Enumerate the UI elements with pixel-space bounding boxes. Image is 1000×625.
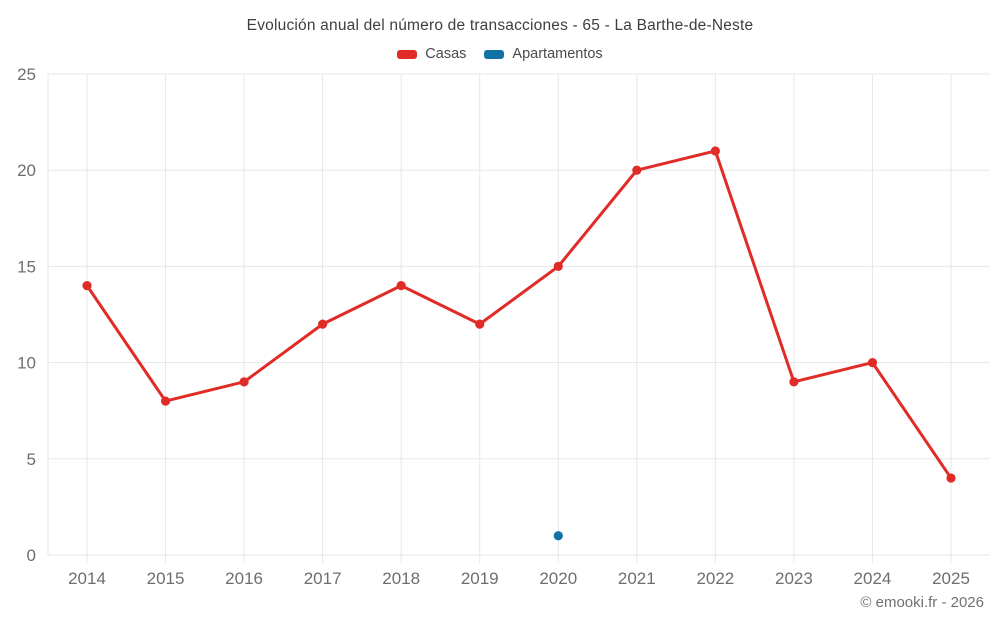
- x-tick-label-2024: 2024: [854, 569, 892, 588]
- data-point-casas-2015[interactable]: [160, 396, 171, 406]
- x-axis-labels: 2014 2015 2016 2017 2018 2019 2020 2021 2022 2023…: [68, 569, 970, 588]
- grid-lines: [47, 73, 990, 563]
- x-tick-label-2023: 2023: [775, 569, 813, 588]
- y-tick-label-0: 0: [27, 546, 36, 565]
- legend-label-casas: Casas: [425, 46, 467, 62]
- y-axis-labels: 0 5 10 15 20 25: [17, 65, 36, 565]
- y-tick-label-15: 15: [17, 257, 36, 276]
- legend-item-apartamentos[interactable]: Apartamentos: [484, 46, 603, 62]
- chart-legend: Casas Apartamentos: [0, 46, 1000, 62]
- data-point-casas-2024[interactable]: [867, 358, 878, 368]
- data-point-apartamentos-2020[interactable]: [553, 531, 563, 541]
- legend-item-casas[interactable]: Casas: [397, 46, 466, 62]
- data-point-casas-2025[interactable]: [946, 473, 956, 483]
- x-tick-label-2019: 2019: [461, 569, 499, 588]
- x-tick-label-2014: 2014: [68, 569, 106, 588]
- x-tick-label-2021: 2021: [618, 569, 656, 588]
- chart-title: Evolución anual del número de transaccio…: [246, 17, 754, 34]
- x-tick-label-2025: 2025: [932, 569, 970, 588]
- data-point-casas-2019[interactable]: [475, 319, 485, 329]
- legend-swatch-apartamentos-icon: [484, 49, 505, 59]
- data-point-casas-2023[interactable]: [789, 377, 799, 387]
- data-point-casas-2020[interactable]: [553, 261, 563, 271]
- y-tick-label-20: 20: [17, 161, 36, 180]
- series-line-casas: [85, 149, 953, 480]
- data-point-casas-2021[interactable]: [632, 165, 642, 175]
- data-point-casas-2016[interactable]: [239, 377, 249, 387]
- legend-swatch-casas-icon: [397, 49, 418, 59]
- legend-label-apartamentos: Apartamentos: [512, 46, 603, 62]
- y-tick-label-10: 10: [17, 354, 36, 373]
- x-tick-label-2016: 2016: [225, 569, 263, 588]
- data-point-casas-2017[interactable]: [318, 319, 328, 329]
- copyright-credit: © emooki.fr - 2026: [860, 594, 984, 611]
- series-casas: [82, 146, 956, 483]
- x-tick-label-2017: 2017: [304, 569, 342, 588]
- data-point-casas-2014[interactable]: [82, 281, 92, 291]
- x-tick-label-2018: 2018: [382, 569, 420, 588]
- x-tick-label-2022: 2022: [696, 569, 734, 588]
- series-apartamentos: [553, 531, 563, 541]
- data-point-casas-2022[interactable]: [710, 146, 720, 156]
- x-tick-label-2015: 2015: [147, 569, 185, 588]
- data-point-casas-2018[interactable]: [396, 281, 406, 291]
- x-tick-label-2020: 2020: [539, 569, 577, 588]
- y-tick-label-5: 5: [27, 450, 36, 469]
- y-tick-label-25: 25: [17, 65, 36, 84]
